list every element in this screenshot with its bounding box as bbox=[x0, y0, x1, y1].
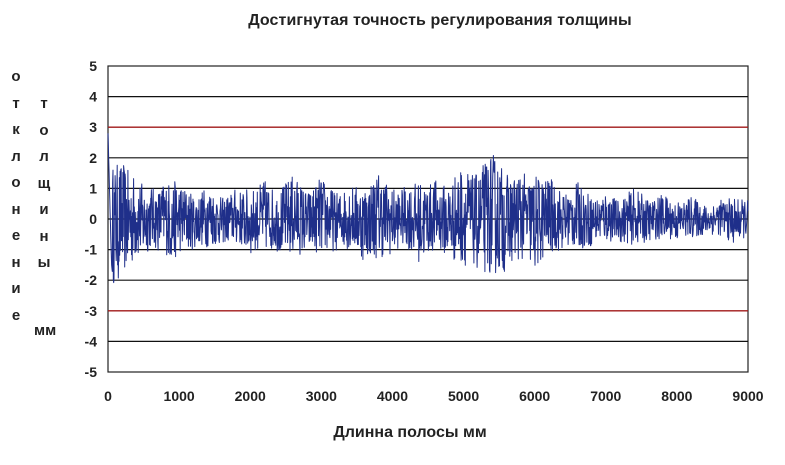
x-tick-label: 2000 bbox=[235, 388, 266, 404]
series-layer bbox=[107, 133, 749, 284]
y-axis-label-char: и bbox=[11, 280, 21, 297]
x-tick-label: 3000 bbox=[306, 388, 337, 404]
x-tick-label: 5000 bbox=[448, 388, 479, 404]
x-tick-label: 6000 bbox=[519, 388, 550, 404]
y-tick-label: 3 bbox=[89, 119, 97, 135]
y-tick-label: 0 bbox=[89, 211, 97, 227]
y-axis-label-char: н bbox=[11, 253, 21, 271]
y-axis-label-char: е bbox=[11, 306, 21, 324]
y-axis-label-char: щ bbox=[37, 174, 51, 192]
y-axis-label-char: и bbox=[39, 201, 49, 218]
series-line bbox=[107, 133, 749, 284]
y-axis-label-char: о bbox=[39, 121, 49, 139]
y-axis-label-char: л bbox=[11, 147, 21, 165]
x-tick-label: 7000 bbox=[590, 388, 621, 404]
y-axis-label-char: л bbox=[39, 148, 49, 165]
y-axis-label-char: т bbox=[40, 95, 48, 112]
y-axis-label-char: к bbox=[12, 121, 20, 138]
x-tick-label: 9000 bbox=[732, 388, 763, 404]
y-tick-label: -4 bbox=[85, 333, 98, 349]
chart-title: Достигнутая точность регулирования толщи… bbox=[248, 12, 632, 29]
x-tick-label: 8000 bbox=[661, 388, 692, 404]
x-tick-labels: 0 1000 2000 3000 4000 5000 6000 7000 8000 9000 bbox=[104, 388, 764, 404]
x-tick-label: 1000 bbox=[164, 388, 195, 404]
y-tick-label: 2 bbox=[89, 150, 97, 166]
y-tick-label: 1 bbox=[89, 180, 97, 196]
y-tick-label: -2 bbox=[85, 272, 98, 288]
y-axis-label-char: н bbox=[39, 227, 49, 245]
y-tick-label: 5 bbox=[89, 58, 97, 74]
x-axis-label: Длинна полосы мм bbox=[333, 424, 487, 441]
y-tick-label: -1 bbox=[85, 242, 98, 258]
x-tick-label: 4000 bbox=[377, 388, 408, 404]
y-axis-label-char: о bbox=[11, 68, 21, 85]
y-axis-label-char: т bbox=[12, 94, 20, 112]
y-tick-label: -5 bbox=[85, 364, 98, 380]
y-axis-unit: мм bbox=[34, 322, 57, 339]
y-tick-label: -3 bbox=[85, 303, 98, 319]
y-tick-label: 4 bbox=[89, 89, 97, 105]
y-axis-label-char: ы bbox=[37, 254, 51, 271]
x-tick-label: 0 bbox=[104, 388, 112, 404]
y-axis-label-char: о bbox=[11, 174, 21, 191]
y-tick-labels: 5 4 3 2 1 0 -1 -2 -3 -4 -5 bbox=[85, 58, 98, 380]
y-axis-label-char: н bbox=[11, 200, 21, 218]
y-axis-label-char: е bbox=[11, 227, 21, 244]
